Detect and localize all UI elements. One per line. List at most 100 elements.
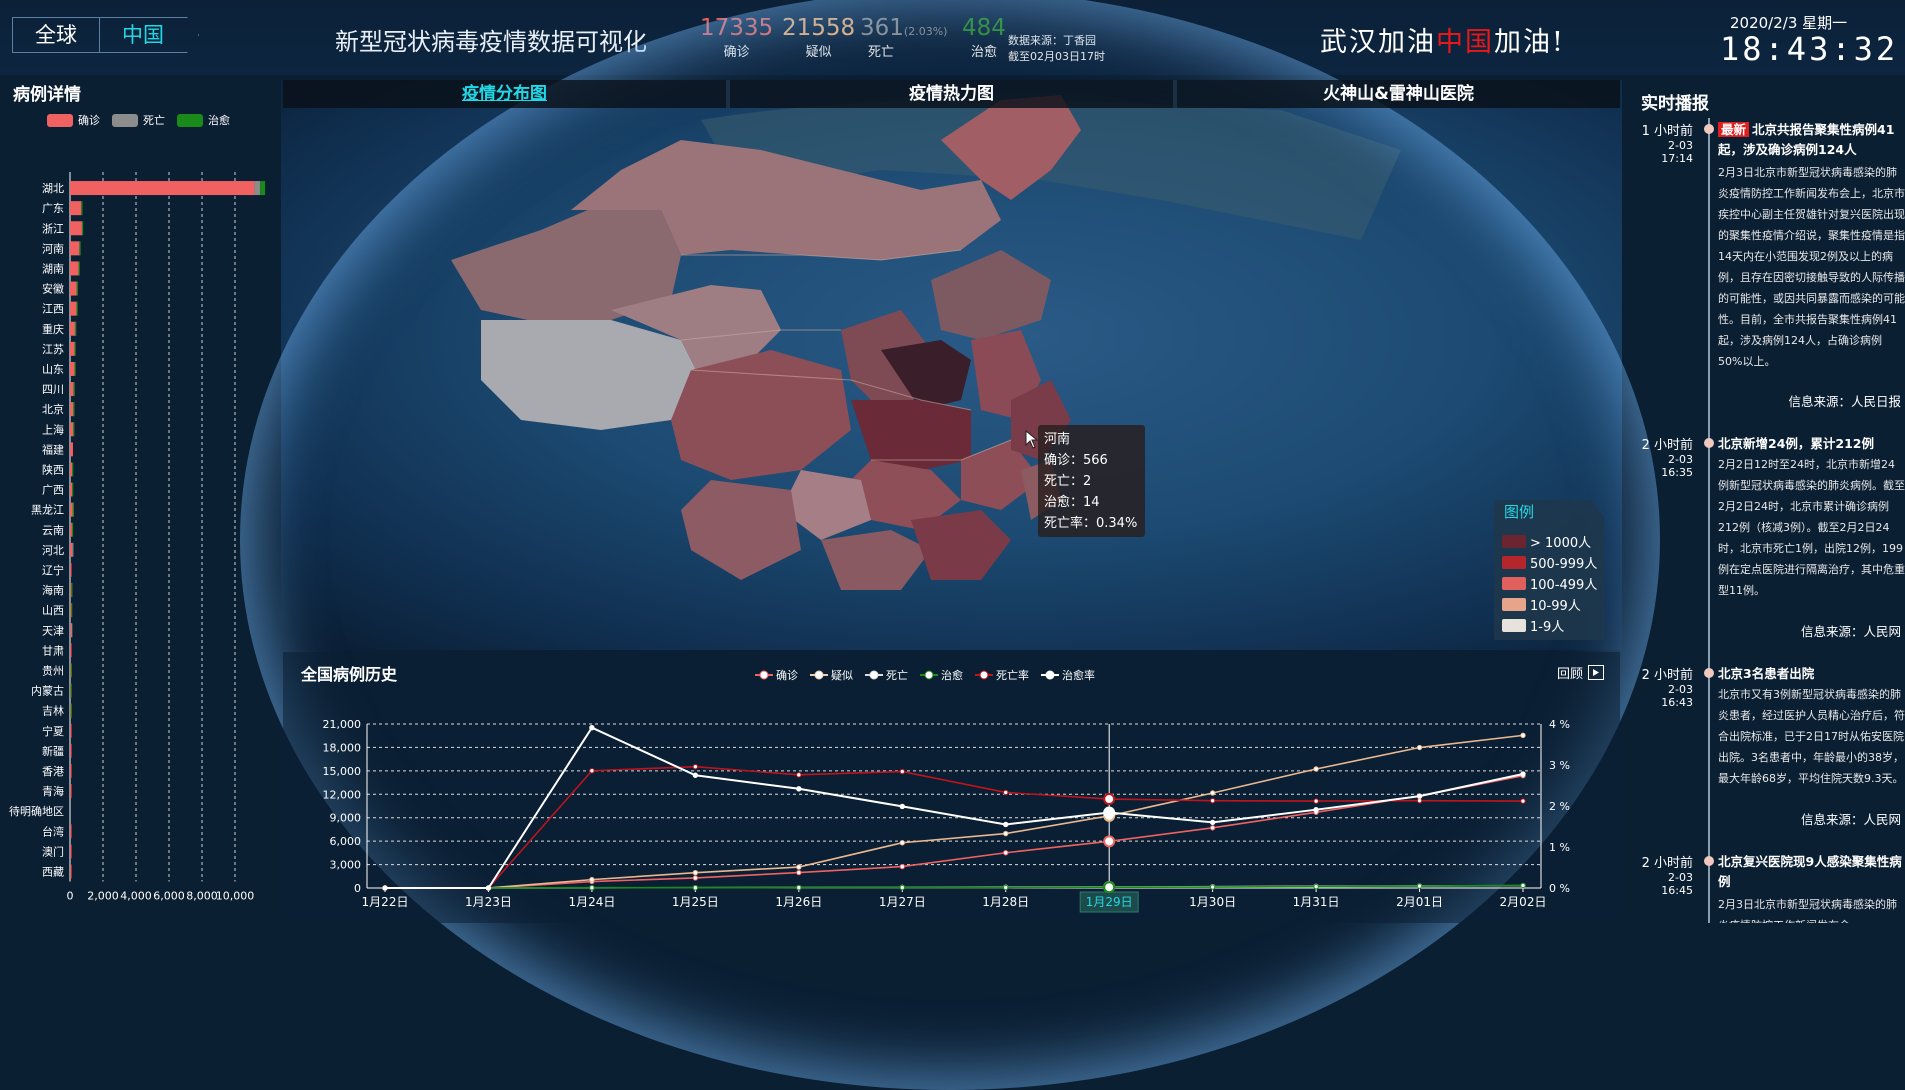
history-legend-item[interactable]: 疑似 xyxy=(810,667,853,683)
x-tick-label: 1月23日 xyxy=(465,895,512,909)
province-label: 黑龙江 xyxy=(31,504,64,517)
bar-治愈 xyxy=(74,361,76,376)
map-legend: 图例 > 1000人 500-999人 100-499人 10-99人 1-9人 xyxy=(1494,500,1604,640)
province-henan[interactable] xyxy=(881,340,971,410)
province-hunan[interactable] xyxy=(841,460,961,530)
map-legend-item[interactable]: 1-9人 xyxy=(1502,616,1564,635)
province-label: 待明确地区 xyxy=(9,804,64,818)
province-jiangxi[interactable] xyxy=(961,440,1041,510)
news-ago: 1 小时前 xyxy=(1641,124,1693,139)
x-tick-label: 1月24日 xyxy=(568,895,615,909)
series-point-治愈率 xyxy=(899,803,905,810)
x-tick-label: 4,000 xyxy=(120,890,152,903)
province-xizang[interactable] xyxy=(481,320,701,430)
tab-hospitals[interactable]: 火神山&雷神山医院 xyxy=(1323,84,1474,104)
replay-label: 回顾 xyxy=(1557,667,1584,682)
history-line-chart: 0 3,000 6,000 9,000 12,000 15,000 18,000 21,000… xyxy=(323,718,1570,913)
x-tick-label: 1月29日 xyxy=(1086,895,1133,909)
map-legend-item[interactable]: > 1000人 xyxy=(1502,532,1591,551)
bar-治愈 xyxy=(76,281,78,296)
series-point-治愈 xyxy=(796,884,802,891)
bar-确诊 xyxy=(70,542,73,557)
timeline-line xyxy=(1708,118,1710,923)
series-point-治愈 xyxy=(1209,884,1216,890)
history-legend-item[interactable]: 确诊 xyxy=(755,667,798,683)
province-sichuan[interactable] xyxy=(671,350,851,480)
tab-heat-map[interactable]: 疫情热力图 xyxy=(730,80,1177,108)
replay-button[interactable]: 回顾 xyxy=(1557,663,1605,682)
y-right-tick-label: 3 % xyxy=(1549,759,1570,772)
history-legend-item[interactable]: 治愈率 xyxy=(1041,667,1095,683)
province-heilongjiang[interactable] xyxy=(941,95,1081,200)
news-body: 2月3日北京市新型冠状病毒感染的肺炎疫情防控工作新闻发布会上，北京市疾控中心副主… xyxy=(1718,166,1905,368)
legend-marker-icon xyxy=(920,670,938,680)
bar-确诊 xyxy=(70,824,72,839)
bar-治愈 xyxy=(71,583,73,598)
stat-confirmed: 17335 确诊 xyxy=(700,15,773,60)
history-legend-item[interactable]: 死亡 xyxy=(865,667,908,683)
bar-确诊 xyxy=(70,562,72,577)
legend-cured[interactable]: 治愈 xyxy=(177,112,230,128)
legend-swatch xyxy=(112,113,138,127)
live-feed-title: 实时播报 xyxy=(1641,94,1709,114)
series-point-治愈 xyxy=(1313,883,1319,890)
series-line-死亡率 xyxy=(385,765,1524,889)
tooltip-title: 河南 xyxy=(1044,432,1071,447)
bar-治愈 xyxy=(81,201,83,216)
province-label: 北京 xyxy=(42,402,64,416)
series-point-死亡率 xyxy=(1003,789,1009,796)
tab-distribution-map[interactable]: 疫情分布图 xyxy=(283,80,730,108)
bar-确诊 xyxy=(70,462,73,477)
province-qinghai[interactable] xyxy=(611,285,781,380)
province-neimenggu[interactable] xyxy=(571,140,1001,260)
x-tick-label: 6,000 xyxy=(153,890,185,903)
province-label: 山东 xyxy=(42,363,64,376)
province-label: 河南 xyxy=(42,242,64,255)
map-tooltip: 河南 确诊：566 死亡：2 治愈：14 死亡率：0.34% xyxy=(1038,425,1145,537)
province-shandong[interactable] xyxy=(931,250,1051,340)
bar-确诊 xyxy=(70,321,75,336)
province-yunnan[interactable] xyxy=(681,480,801,580)
scope-global-tab[interactable]: 全球 xyxy=(12,17,100,53)
scope-china-tab[interactable]: 中国 xyxy=(100,17,199,53)
series-line-治愈 xyxy=(385,884,1524,889)
series-point-治愈 xyxy=(1416,883,1423,889)
bar-确诊 xyxy=(70,723,72,738)
map-legend-item[interactable]: 10-99人 xyxy=(1502,595,1581,614)
bar-确诊 xyxy=(70,743,72,758)
province-guizhou[interactable] xyxy=(781,470,871,540)
province-guangxi[interactable] xyxy=(821,530,931,590)
timeline-dot xyxy=(1704,438,1714,448)
history-legend-item[interactable]: 治愈 xyxy=(920,667,963,683)
province-xinjiang[interactable] xyxy=(451,200,681,325)
map-legend-title: 图例 xyxy=(1504,503,1535,521)
province-label: 海南 xyxy=(42,583,64,597)
x-tick-label: 1月25日 xyxy=(672,895,719,909)
series-point-治愈率 xyxy=(692,772,699,778)
scope-switch: 全球 中国 xyxy=(12,17,199,53)
map-legend-item[interactable]: 500-999人 xyxy=(1502,553,1597,572)
province-guangdong[interactable] xyxy=(911,510,1011,580)
bar-确诊 xyxy=(70,482,73,497)
province-label: 西藏 xyxy=(42,865,64,878)
y-left-tick-label: 9,000 xyxy=(330,812,362,825)
bar-治愈 xyxy=(71,603,73,618)
x-tick-label: 1月27日 xyxy=(879,895,926,909)
province-hubei[interactable] xyxy=(851,400,971,470)
history-legend-item[interactable]: 死亡率 xyxy=(975,667,1029,683)
province-label: 上海 xyxy=(42,422,64,436)
legend-confirmed[interactable]: 确诊 xyxy=(47,112,100,128)
china-map[interactable] xyxy=(281,80,1622,650)
tooltip-line: 死亡率：0.34% xyxy=(1044,516,1138,531)
news-item[interactable]: 2 小时前 2-03 16:45 北京复兴医院现9人感染聚集性病例 2月3日北京… xyxy=(1637,852,1905,923)
bar-确诊 xyxy=(70,442,73,457)
series-point-治愈率 xyxy=(796,786,802,792)
legend-swatch xyxy=(177,113,203,127)
legend-death[interactable]: 死亡 xyxy=(112,112,165,128)
province-label: 江苏 xyxy=(42,343,64,356)
case-details-title: 病例详情 xyxy=(13,85,81,105)
series-point-治愈 xyxy=(899,884,905,891)
legend-label: 治愈 xyxy=(941,669,963,682)
map-legend-item[interactable]: 100-499人 xyxy=(1502,574,1597,593)
stat-confirmed-label: 确诊 xyxy=(723,45,750,60)
